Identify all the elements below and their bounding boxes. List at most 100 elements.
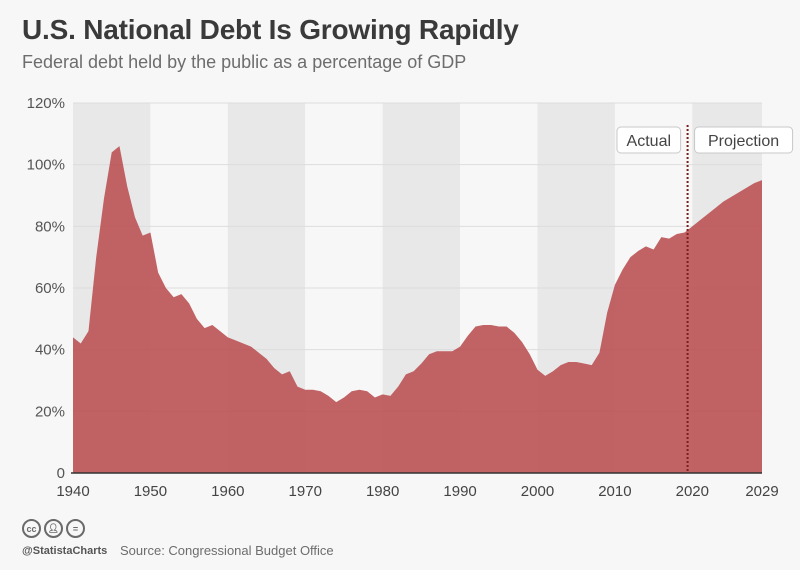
data-point bbox=[150, 232, 151, 233]
data-point bbox=[250, 346, 251, 347]
no-derivatives-icon: = bbox=[66, 519, 85, 538]
data-point bbox=[336, 401, 337, 402]
data-point bbox=[459, 346, 460, 347]
data-point bbox=[212, 324, 213, 325]
data-point bbox=[96, 257, 97, 258]
data-point bbox=[630, 257, 631, 258]
data-point bbox=[467, 335, 468, 336]
y-tick-label: 80% bbox=[35, 218, 65, 235]
chart-subtitle: Federal debt held by the public as a per… bbox=[22, 52, 467, 72]
debt-area-series bbox=[73, 146, 762, 474]
data-point bbox=[312, 389, 313, 390]
data-point bbox=[328, 395, 329, 396]
data-point bbox=[638, 250, 639, 251]
x-tick-label: 2020 bbox=[676, 483, 709, 500]
data-point bbox=[142, 235, 143, 236]
license-icons: cc 👤︎ = bbox=[22, 519, 85, 538]
attribution-icon: 👤︎ bbox=[44, 519, 63, 538]
data-point bbox=[274, 368, 275, 369]
x-tick-label: 1940 bbox=[56, 483, 89, 500]
data-point bbox=[266, 358, 267, 359]
data-point bbox=[134, 216, 135, 217]
data-point bbox=[351, 391, 352, 392]
cc-icon: cc bbox=[22, 519, 41, 538]
data-point bbox=[537, 369, 538, 370]
data-point bbox=[189, 303, 190, 304]
data-point bbox=[127, 186, 128, 187]
data-point bbox=[103, 198, 104, 199]
data-point bbox=[738, 192, 739, 193]
data-point bbox=[444, 351, 445, 352]
data-point bbox=[692, 226, 693, 227]
data-point bbox=[576, 361, 577, 362]
data-point bbox=[560, 364, 561, 365]
y-tick-label: 60% bbox=[35, 280, 65, 297]
data-point bbox=[367, 391, 368, 392]
data-point bbox=[514, 332, 515, 333]
data-point bbox=[305, 389, 306, 390]
data-point bbox=[498, 326, 499, 327]
data-point bbox=[227, 337, 228, 338]
y-tick-label: 120% bbox=[27, 95, 65, 112]
data-point bbox=[669, 238, 670, 239]
data-point bbox=[235, 340, 236, 341]
data-point bbox=[80, 343, 81, 344]
data-point bbox=[158, 272, 159, 273]
data-point bbox=[111, 152, 112, 153]
data-point bbox=[506, 326, 507, 327]
data-point bbox=[398, 386, 399, 387]
data-point bbox=[72, 337, 73, 338]
x-tick-label: 1960 bbox=[211, 483, 244, 500]
data-point bbox=[684, 232, 685, 233]
x-tick-label: 2010 bbox=[598, 483, 631, 500]
data-point bbox=[545, 375, 546, 376]
data-point bbox=[552, 371, 553, 372]
y-tick-label: 40% bbox=[35, 342, 65, 359]
data-point bbox=[343, 397, 344, 398]
brand-handle: @StatistaCharts bbox=[22, 545, 108, 557]
data-point bbox=[429, 354, 430, 355]
data-point bbox=[599, 352, 600, 353]
data-point bbox=[452, 351, 453, 352]
data-point bbox=[405, 374, 406, 375]
annotation-projection: Projection bbox=[708, 133, 779, 150]
data-point bbox=[359, 389, 360, 390]
y-tick-label: 20% bbox=[35, 403, 65, 420]
data-point bbox=[281, 374, 282, 375]
data-point bbox=[754, 183, 755, 184]
data-point bbox=[421, 363, 422, 364]
x-tick-label: 1990 bbox=[443, 483, 476, 500]
data-point bbox=[761, 179, 762, 180]
x-tick-label: 2029 bbox=[745, 483, 778, 500]
data-point bbox=[219, 331, 220, 332]
data-point bbox=[390, 395, 391, 396]
data-point bbox=[645, 246, 646, 247]
data-point bbox=[730, 196, 731, 197]
data-point bbox=[320, 391, 321, 392]
annotation-actual: Actual bbox=[627, 133, 671, 150]
x-tick-label: 1970 bbox=[289, 483, 322, 500]
data-point bbox=[196, 318, 197, 319]
data-point bbox=[475, 326, 476, 327]
data-point bbox=[382, 394, 383, 395]
data-point bbox=[165, 287, 166, 288]
data-point bbox=[622, 269, 623, 270]
data-point bbox=[289, 371, 290, 372]
data-point bbox=[374, 397, 375, 398]
data-point bbox=[181, 294, 182, 295]
x-tick-label: 1980 bbox=[366, 483, 399, 500]
x-tick-label: 2000 bbox=[521, 483, 554, 500]
data-point bbox=[676, 233, 677, 234]
data-point bbox=[699, 220, 700, 221]
data-point bbox=[119, 146, 120, 147]
data-point bbox=[607, 312, 608, 313]
data-point bbox=[413, 371, 414, 372]
y-tick-label: 0 bbox=[57, 465, 65, 482]
data-point bbox=[661, 237, 662, 238]
data-point bbox=[483, 324, 484, 325]
data-point bbox=[591, 364, 592, 365]
area-chart: 0 20% 40% 60% 80% 100% 120% 1940 1950 1960 1970 198… bbox=[27, 95, 794, 500]
y-tick-label: 100% bbox=[27, 157, 65, 174]
data-point bbox=[490, 324, 491, 325]
data-point bbox=[583, 363, 584, 364]
